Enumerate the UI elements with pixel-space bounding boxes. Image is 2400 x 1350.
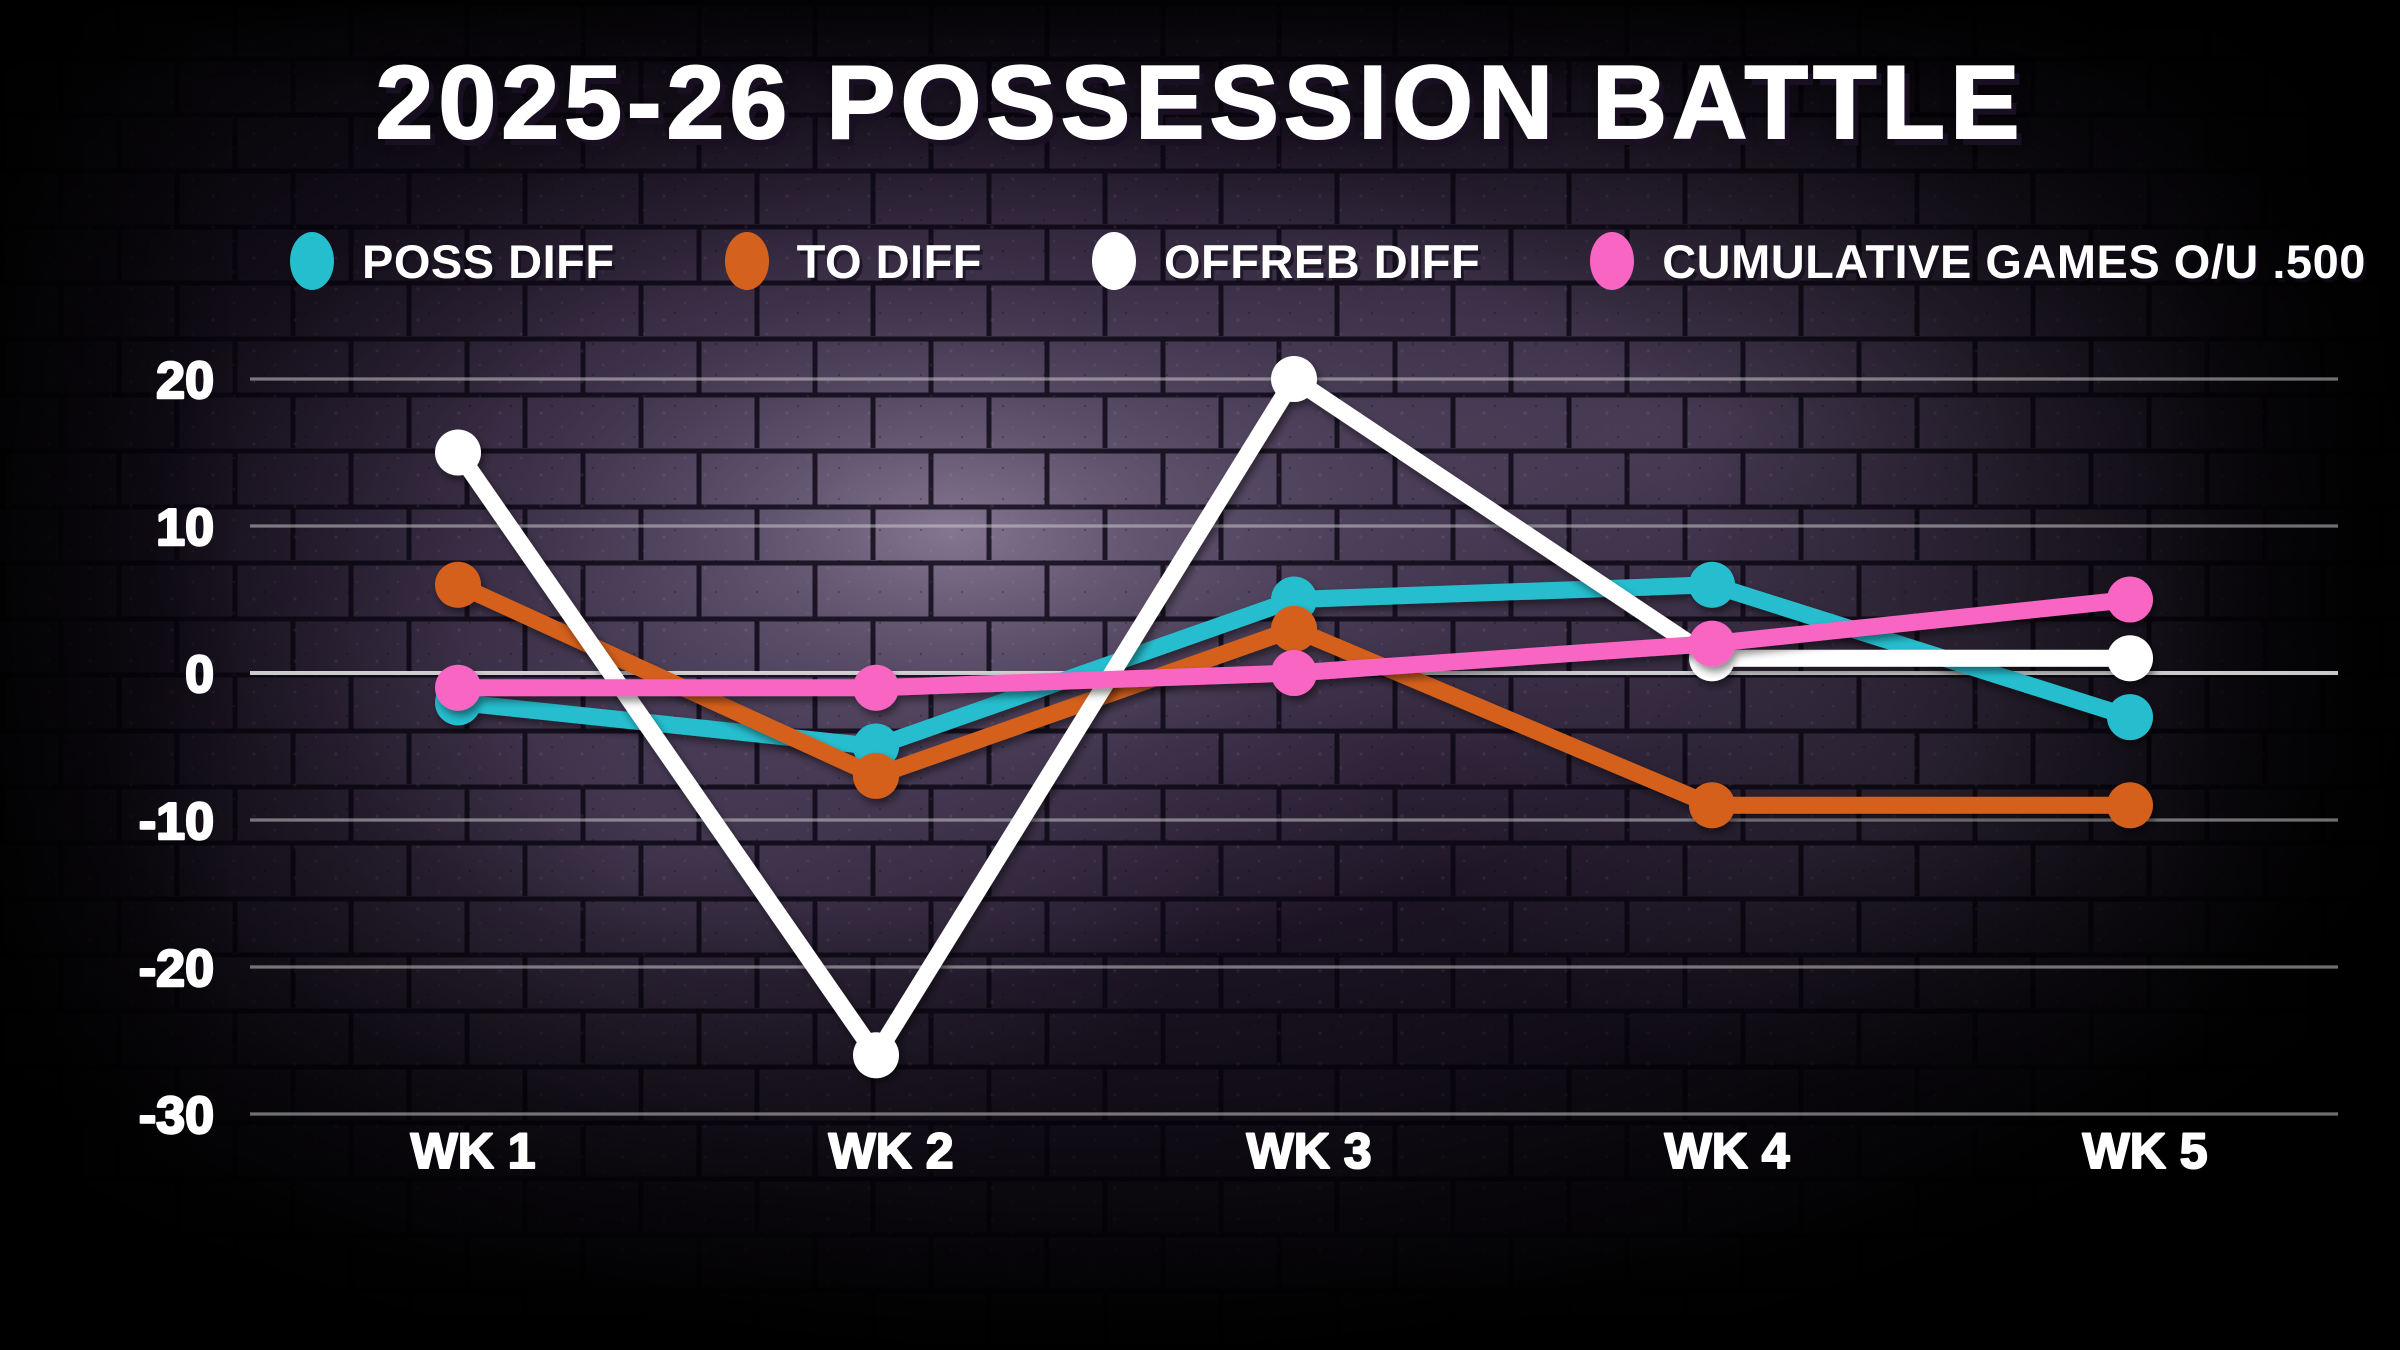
data-point-to-diff: [2107, 782, 2153, 829]
y-axis-labels: 20 10 0 -10 -20 -30: [138, 351, 216, 1147]
data-point-to-diff: [435, 561, 481, 608]
y-tick-label: -10: [139, 793, 214, 851]
to-diff-dot-icon: [724, 232, 769, 290]
x-axis-label-5: WK 5: [2083, 1123, 2208, 1179]
data-point-cumulative-games-o-u-500: [1271, 650, 1317, 696]
data-point-to-diff: [1271, 605, 1317, 652]
y-tick-label: -20: [139, 940, 214, 998]
data-point-cumulative-games-o-u-500: [435, 664, 481, 711]
y-tick-label: -30: [139, 1087, 214, 1145]
x-axis-labels: WK 1 WK 2 WK 3 WK 4 WK 5: [410, 1122, 2209, 1180]
data-point-poss-diff: [1689, 561, 1735, 608]
offreb-diff-dot-icon: [1092, 232, 1136, 290]
legend-item-cumulative-games: CUMULATIVE GAMES O/U .500: [1590, 232, 2366, 290]
y-tick-label: 10: [156, 499, 214, 557]
legend-label-offreb-diff: OFFREB DIFF: [1164, 234, 1481, 288]
data-point-cumulative-games-o-u-500: [853, 664, 899, 711]
cumulative-games-dot-icon: [1590, 232, 1635, 290]
legend-label-cumulative-games: CUMULATIVE GAMES O/U .500: [1662, 234, 2366, 288]
x-axis-label-1: WK 1: [411, 1123, 536, 1179]
data-series: [435, 356, 2153, 1079]
legend-item-poss-diff: POSS DIFF: [290, 232, 615, 290]
legend-label-to-diff: TO DIFF: [796, 234, 982, 288]
data-point-poss-diff: [2107, 694, 2153, 741]
y-tick-label: 20: [156, 352, 214, 410]
series-cumulative-games-o-u-500: [435, 576, 2153, 711]
data-point-offreb-diff: [435, 429, 481, 476]
data-point-offreb-diff: [2107, 635, 2153, 682]
legend-label-poss-diff: POSS DIFF: [362, 234, 615, 288]
x-axis-label-3: WK 3: [1247, 1123, 1372, 1179]
data-point-offreb-diff: [853, 1032, 899, 1079]
x-axis-label-2: WK 2: [829, 1123, 954, 1179]
data-point-cumulative-games-o-u-500: [2107, 576, 2153, 623]
y-tick-label: 0: [185, 646, 214, 704]
series-to-diff: [435, 561, 2153, 829]
data-point-to-diff: [1689, 782, 1735, 829]
data-point-offreb-diff: [1271, 356, 1317, 402]
x-axis-label-4: WK 4: [1665, 1123, 1790, 1179]
data-point-to-diff: [853, 752, 899, 799]
poss-diff-dot-icon: [290, 232, 334, 290]
legend: POSS DIFF TO DIFF OFFREB DIFF CUMULATIVE…: [290, 232, 2366, 290]
data-point-cumulative-games-o-u-500: [1689, 620, 1735, 667]
legend-item-offreb-diff: OFFREB DIFF: [1092, 232, 1480, 290]
chart-title: 2025-26 POSSESSION BATTLE: [375, 44, 2025, 162]
legend-item-to-diff: TO DIFF: [724, 232, 982, 290]
